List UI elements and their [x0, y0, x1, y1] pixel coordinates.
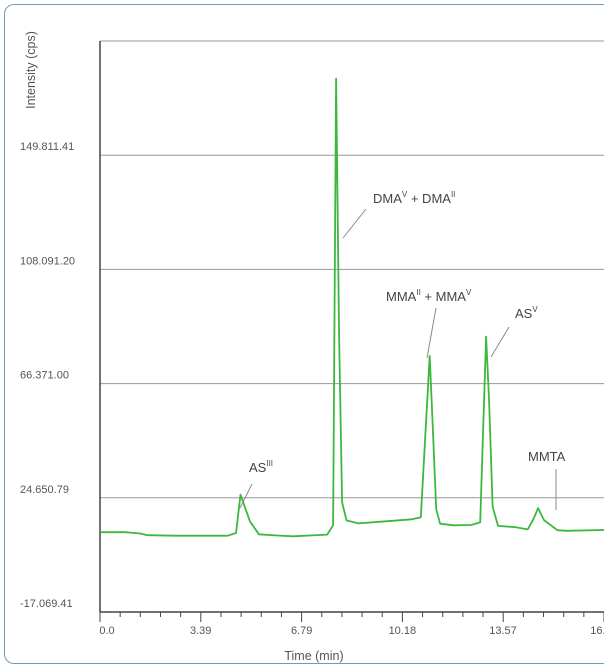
- x-tick-label: 3.39: [190, 625, 211, 637]
- annotation-dma: DMAV + DMAII: [342, 190, 455, 239]
- y-tick-labels: 149.811.41 108.091.20 66.371.00 24.650.79 -1…: [20, 141, 75, 610]
- chart-frame: [4, 4, 604, 664]
- y-axis-title: Intensity (cps): [24, 31, 38, 109]
- annotation-label: MMAII + MMAV: [386, 288, 472, 304]
- annotation-as-iii: ASIII: [239, 459, 273, 509]
- annotation-leader: [490, 326, 510, 358]
- axes: [99, 41, 604, 613]
- x-tick-label: 6.79: [291, 625, 312, 637]
- annotation-label: DMAV + DMAII: [373, 190, 455, 206]
- annotation-mmta: MMTA: [528, 449, 566, 510]
- x-tick-label: 13.57: [489, 625, 517, 637]
- series-line: [100, 77, 604, 538]
- annotation-label: ASIII: [249, 459, 273, 475]
- x-tick-label: 16.97: [590, 625, 604, 637]
- y-tick-label: 24.650.79: [20, 484, 69, 496]
- annotation-label: MMTA: [528, 449, 566, 464]
- x-tick-label: 0.0: [99, 625, 114, 637]
- x-tick-labels: 0.0 3.39 6.79 10.18 13.57 16.97: [99, 612, 604, 637]
- annotation-leader: [426, 307, 437, 359]
- y-tick-label: 108.091.20: [20, 255, 75, 267]
- x-axis-title: Time (min): [284, 649, 343, 663]
- annotation-leader: [239, 483, 253, 509]
- grid-lines: [100, 40, 604, 499]
- y-tick-label: 149.811.41: [20, 141, 74, 153]
- y-tick-label: 66.371.00: [20, 370, 69, 382]
- annotation-mma: MMAII + MMAV: [386, 288, 472, 359]
- x-tick-label: 10.18: [389, 625, 417, 637]
- y-tick-label: -17.069.41: [20, 598, 73, 610]
- annotation-as-v: ASV: [490, 305, 538, 358]
- annotation-label: ASV: [515, 305, 538, 321]
- annotation-leader: [342, 208, 367, 239]
